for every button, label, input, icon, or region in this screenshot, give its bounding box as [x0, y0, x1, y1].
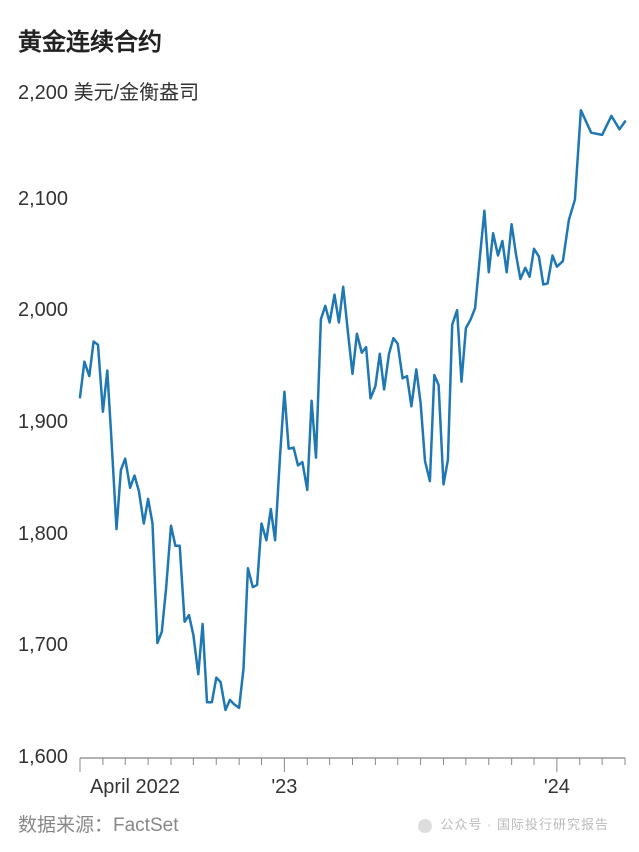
x-tick-label: April 2022	[90, 776, 180, 799]
y-tick-label: 1,800	[18, 523, 68, 546]
x-tick-label: '24	[544, 776, 570, 799]
watermark: 公众号 · 国际投行研究报告	[418, 814, 609, 833]
y-tick-label: 2,000	[18, 299, 68, 322]
x-tick-label: '23	[271, 776, 297, 799]
watermark-text: 公众号 · 国际投行研究报告	[440, 817, 609, 832]
y-tick-label: 1,700	[18, 634, 68, 657]
y-tick-label: 2,200 美元/金衡盎司	[18, 76, 199, 105]
y-tick-label: 2,100	[18, 188, 68, 211]
price-line	[80, 110, 625, 710]
y-tick-label: 1,900	[18, 411, 68, 434]
y-tick-label: 1,600	[18, 746, 68, 769]
wechat-icon	[418, 819, 432, 833]
chart-source: 数据来源：FactSet	[18, 810, 178, 837]
